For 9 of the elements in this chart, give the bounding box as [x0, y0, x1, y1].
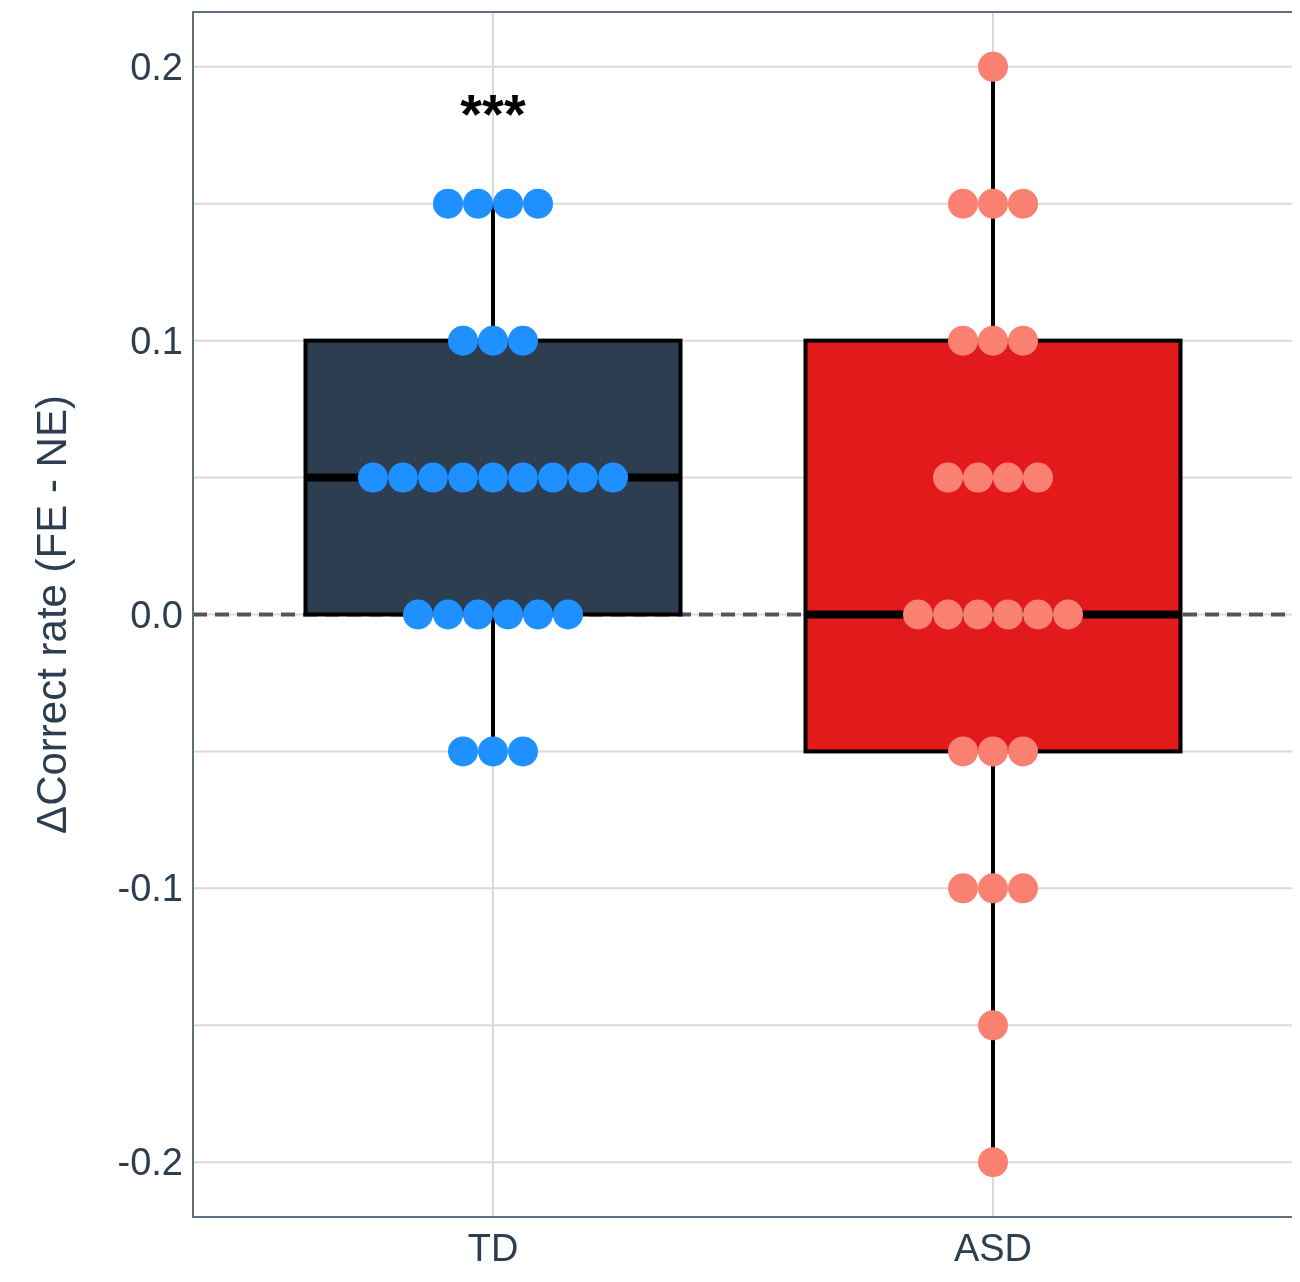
y-axis-title: ΔCorrect rate (FE - NE)	[28, 395, 75, 834]
y-tick-label: -0.1	[117, 867, 183, 910]
y-tick-label: 0.0	[130, 593, 183, 636]
y-tick-label: -0.2	[117, 1141, 183, 1184]
x-tick-label: TD	[467, 1227, 519, 1269]
annotation: ***	[460, 82, 526, 146]
y-tick-label: 0.2	[130, 45, 183, 88]
x-tick-label: ASD	[953, 1227, 1033, 1269]
y-tick-label: 0.1	[130, 319, 183, 362]
